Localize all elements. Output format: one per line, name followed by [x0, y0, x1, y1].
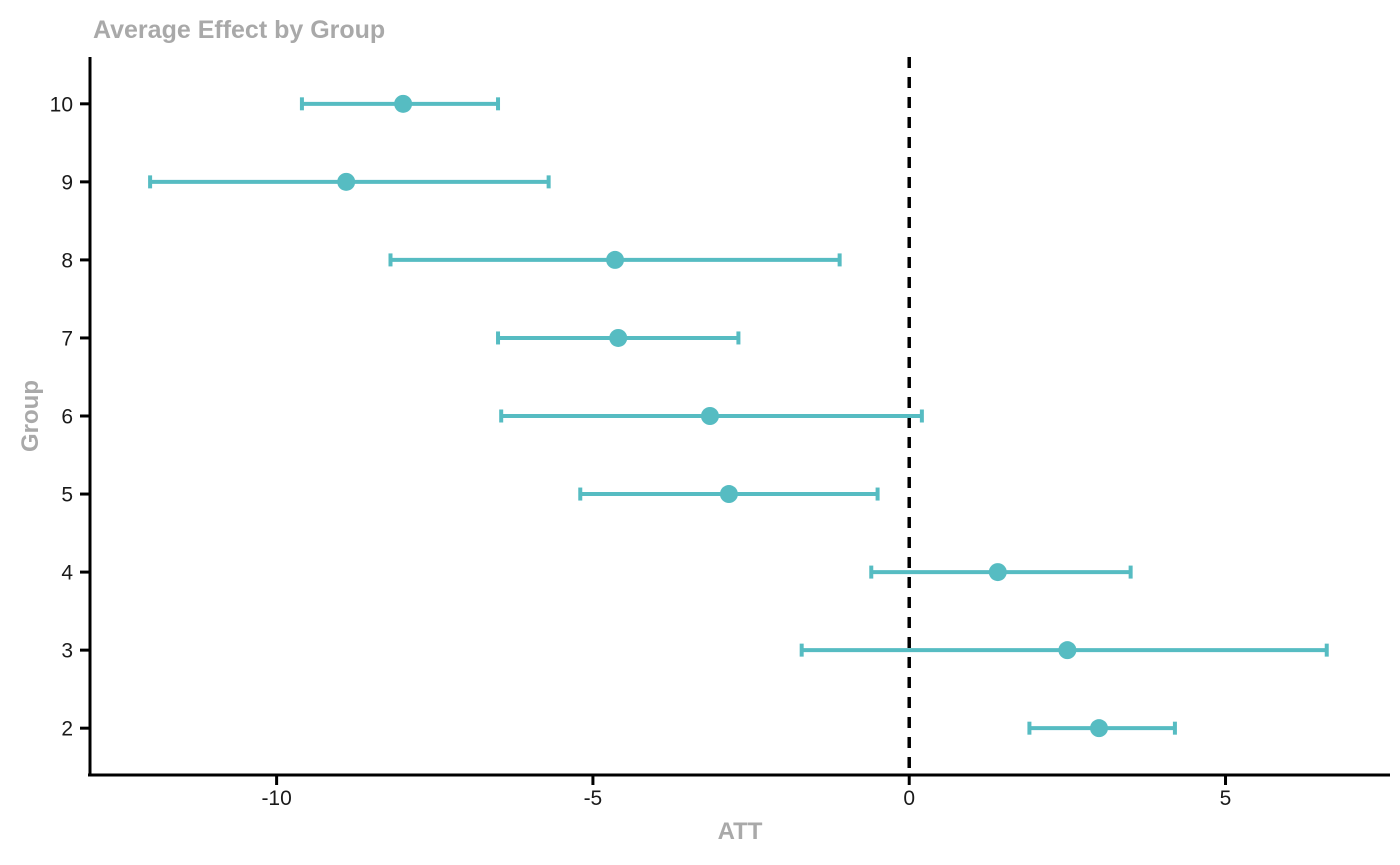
- pointrange-group-5: [578, 485, 880, 504]
- y-tick-label: 5: [61, 484, 73, 507]
- x-tick-label: 0: [903, 787, 915, 810]
- pointrange-group-2: [1027, 719, 1177, 738]
- point-estimate: [700, 407, 719, 425]
- x-tick-label: -5: [584, 787, 603, 810]
- y-tick-label: 7: [61, 327, 73, 350]
- pointrange-group-8: [388, 250, 842, 269]
- point-estimate: [1090, 719, 1109, 738]
- point-estimate: [988, 563, 1007, 582]
- point-estimate: [1058, 641, 1077, 660]
- point-estimate: [394, 94, 413, 113]
- point-estimate: [337, 172, 356, 191]
- pointrange-group-3: [799, 641, 1329, 660]
- y-tick-label: 3: [61, 640, 73, 663]
- y-tick-label: 6: [61, 406, 73, 429]
- pointrange-group-6: [499, 407, 924, 425]
- pointrange-group-4: [869, 563, 1133, 582]
- y-tick-label: 4: [61, 562, 73, 585]
- y-tick-label: 2: [61, 718, 73, 741]
- y-tick-label: 8: [61, 249, 73, 272]
- plot-content: -10 -5 0 5 10 9 8 7 6 5 4 3 2: [50, 57, 1390, 810]
- chart-title: Average Effect by Group: [93, 16, 385, 44]
- point-estimate: [719, 485, 738, 504]
- pointrange-group-9: [148, 172, 551, 191]
- y-axis-label: Group: [17, 380, 44, 452]
- x-tick-label: 5: [1220, 787, 1232, 810]
- point-estimate: [606, 250, 625, 269]
- y-tick-label: 9: [61, 171, 73, 194]
- x-axis-label: ATT: [718, 818, 763, 845]
- x-tick-label: -10: [261, 787, 291, 810]
- y-tick-label: 10: [50, 93, 73, 116]
- pointrange-group-10: [299, 94, 501, 113]
- pointrange-group-7: [496, 328, 741, 347]
- point-estimate: [609, 328, 628, 347]
